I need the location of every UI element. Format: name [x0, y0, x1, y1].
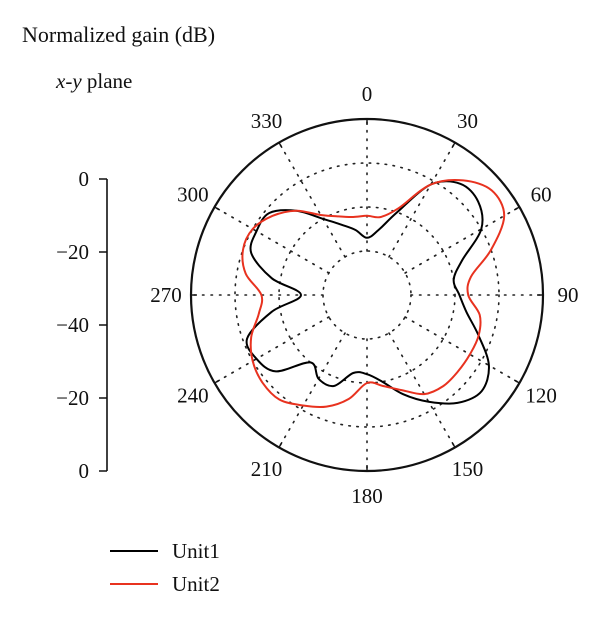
radial-scale: 0 −20 −40 −20 0 — [56, 167, 108, 483]
legend: Unit1 Unit2 — [110, 539, 220, 596]
chart-title: Normalized gain (dB) — [22, 22, 215, 47]
angle-label-90: 90 — [558, 283, 579, 307]
series-group — [241, 178, 506, 409]
grid-spoke-330 — [278, 141, 346, 258]
angle-label-30: 30 — [457, 109, 478, 133]
angle-labels: 0 30 60 90 120 150 180 210 240 270 300 330 — [150, 82, 578, 508]
chart-subtitle: x-y plane — [55, 69, 132, 93]
outer-circle — [189, 117, 545, 473]
polar-grid — [189, 117, 545, 473]
grid-ring-1 — [322, 250, 412, 340]
radial-tick-label-0: 0 — [79, 167, 90, 191]
grid-spoke-300 — [213, 206, 330, 274]
legend-label-unit1: Unit1 — [172, 539, 220, 563]
subtitle-plane-word: plane — [82, 69, 133, 93]
legend-label-unit2: Unit2 — [172, 572, 220, 596]
angle-label-330: 330 — [251, 109, 283, 133]
angle-label-180: 180 — [351, 484, 383, 508]
grid-spoke-120 — [404, 316, 521, 384]
angle-label-0: 0 — [362, 82, 373, 106]
grid-spoke-210 — [278, 332, 346, 449]
series-line-unit2 — [241, 178, 506, 409]
radial-tick-label-3: −20 — [56, 386, 89, 410]
grid-spoke-60 — [404, 206, 521, 274]
angle-label-120: 120 — [525, 384, 557, 408]
grid-ring-3 — [234, 162, 500, 428]
angle-label-210: 210 — [251, 457, 283, 481]
angle-label-300: 300 — [177, 183, 209, 207]
radial-tick-label-1: −20 — [56, 240, 89, 264]
angle-label-270: 270 — [150, 283, 182, 307]
grid-spoke-150 — [388, 332, 456, 449]
angle-label-150: 150 — [452, 457, 484, 481]
series-line-unit1 — [245, 180, 490, 405]
radial-tick-label-2: −40 — [56, 313, 89, 337]
grid-spoke-240 — [213, 316, 330, 384]
angle-label-60: 60 — [531, 183, 552, 207]
grid-spoke-30 — [388, 141, 456, 258]
angle-label-240: 240 — [177, 384, 209, 408]
radial-tick-label-4: 0 — [79, 459, 90, 483]
subtitle-plane-name: x-y — [55, 69, 82, 93]
